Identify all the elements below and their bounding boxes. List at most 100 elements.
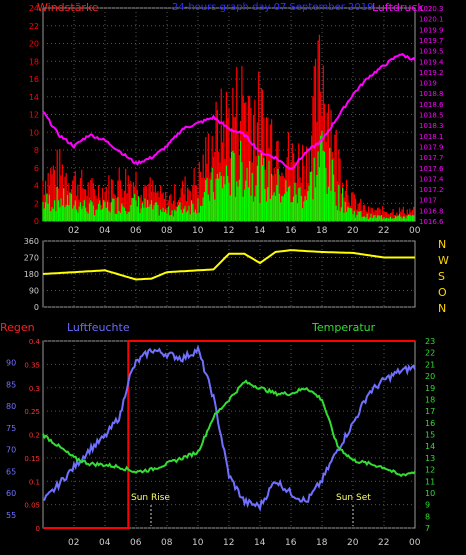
pressure-axis-tick: 1017	[419, 197, 437, 205]
rain-axis-tick: 0.25	[24, 408, 40, 416]
x-tick-label: 00	[409, 538, 421, 548]
x-tick-label: 00	[409, 226, 421, 236]
temperature-line	[42, 379, 416, 478]
direction-letter: O	[438, 286, 447, 299]
pressure-axis-tick: 1016.8	[419, 207, 444, 215]
pressure-axis-tick: 1018.5	[419, 112, 444, 120]
pressure-axis-tick: 1017.6	[419, 165, 444, 173]
wind-axis-tick: 18	[29, 57, 39, 66]
x-tick-label: 12	[223, 226, 234, 236]
rain-axis-tick: 0.05	[24, 502, 40, 510]
x-tick-label: 10	[192, 226, 204, 236]
pressure-axis-tick: 1019	[419, 80, 437, 88]
x-tick-label: 20	[347, 226, 359, 236]
pressure-axis-tick: 1017.4	[419, 175, 444, 183]
wind-axis-tick: 2	[34, 199, 39, 208]
rain-axis-tick: 0.4	[29, 338, 41, 346]
rain-axis-tick: 0.3	[29, 385, 40, 393]
sunset-label: Sun Set	[336, 493, 371, 503]
direction-axis-tick: 270	[24, 254, 39, 263]
x-tick-label: 18	[316, 226, 328, 236]
x-tick-label: 14	[254, 226, 266, 236]
rain-axis-tick: 0	[36, 525, 40, 533]
wind-axis-tick: 8	[34, 146, 39, 155]
pressure-axis-tick: 1016.6	[419, 218, 444, 226]
rain-title: Regen	[0, 321, 35, 334]
humidity-axis-tick: 55	[6, 511, 16, 520]
temperature-axis-tick: 22	[425, 349, 435, 358]
pressure-axis-tick: 1018.6	[419, 101, 444, 109]
pressure-axis-tick: 1020.3	[419, 5, 444, 13]
humidity-axis-tick: 80	[6, 402, 16, 411]
x-tick-label: 14	[254, 538, 266, 548]
direction-letter: S	[438, 270, 445, 283]
humidity-line	[43, 344, 416, 512]
humidity-axis-tick: 85	[6, 380, 16, 389]
pressure-axis-tick: 1018.1	[419, 133, 444, 141]
pressure-axis-tick: 1018.8	[419, 90, 444, 98]
pressure-title: Luftdruck	[372, 1, 424, 14]
pressure-axis-tick: 1017.7	[419, 154, 444, 162]
wind-direction-line	[42, 249, 415, 281]
temperature-axis-tick: 12	[425, 466, 435, 475]
wind-title: Windstärke	[37, 1, 99, 14]
pressure-line	[42, 52, 416, 170]
x-tick-label: 20	[347, 538, 359, 548]
temperature-axis-tick: 23	[425, 337, 435, 346]
direction-axis-tick: 360	[24, 237, 39, 246]
pressure-axis-tick: 1019.4	[419, 58, 444, 66]
direction-axis-tick: 0	[34, 303, 39, 312]
wind-axis-tick: 20	[29, 40, 39, 49]
wind-axis-tick: 6	[34, 164, 39, 173]
wind-axis-tick: 24	[29, 4, 39, 13]
pressure-axis-tick: 1019.2	[419, 69, 444, 77]
x-tick-label: 08	[161, 226, 173, 236]
pressure-axis-tick: 1020.1	[419, 16, 444, 24]
temperature-axis-tick: 11	[425, 477, 435, 486]
wind-axis-tick: 4	[34, 182, 39, 191]
direction-axis-tick: 180	[24, 270, 39, 279]
wind-axis-tick: 12	[29, 111, 39, 120]
wind-axis-tick: 0	[34, 217, 39, 226]
x-tick-label: 22	[378, 538, 389, 548]
temperature-axis-tick: 18	[425, 395, 435, 404]
rain-axis-tick: 0.1	[29, 478, 40, 486]
x-tick-label: 08	[161, 538, 173, 548]
x-tick-label: 16	[285, 538, 297, 548]
x-tick-label: 02	[68, 538, 79, 548]
temperature-axis-tick: 7	[425, 524, 430, 533]
wind-axis-tick: 22	[29, 22, 39, 31]
x-tick-label: 04	[99, 538, 111, 548]
x-tick-label: 10	[192, 538, 204, 548]
x-tick-label: 02	[68, 226, 79, 236]
wind-axis-tick: 10	[29, 128, 39, 137]
temperature-axis-tick: 9	[425, 501, 430, 510]
x-tick-label: 06	[130, 538, 142, 548]
temperature-axis-tick: 10	[425, 489, 435, 498]
pressure-axis-tick: 1019.7	[419, 37, 444, 45]
temperature-axis-tick: 21	[425, 360, 435, 369]
temperature-axis-tick: 19	[425, 384, 435, 393]
rain-line	[43, 340, 415, 529]
temperature-axis-tick: 17	[425, 407, 435, 416]
x-tick-label: 12	[223, 538, 234, 548]
x-tick-label: 22	[378, 226, 389, 236]
direction-axis-tick: 90	[29, 287, 39, 296]
humidity-title: Luftfeuchte	[67, 321, 130, 334]
direction-letter: W	[438, 254, 449, 267]
rain-axis-tick: 0.15	[24, 455, 40, 463]
temperature-axis-tick: 15	[425, 431, 435, 440]
pressure-axis-tick: 1018.3	[419, 122, 444, 130]
rain-axis-tick: 0.35	[24, 361, 40, 369]
wind-axis-tick: 16	[29, 75, 39, 84]
wind-axis-tick: 14	[29, 93, 39, 102]
humidity-axis-tick: 60	[6, 489, 16, 498]
pressure-axis-tick: 1019.5	[419, 48, 444, 56]
rain-axis-tick: 0.2	[29, 432, 40, 440]
humidity-axis-tick: 90	[6, 359, 16, 368]
pressure-axis-tick: 1017.2	[419, 186, 444, 194]
chart-title: 24-hours graph day 07 September 2019	[172, 2, 373, 13]
x-tick-label: 16	[285, 226, 297, 236]
pressure-axis-tick: 1019.9	[419, 26, 444, 34]
